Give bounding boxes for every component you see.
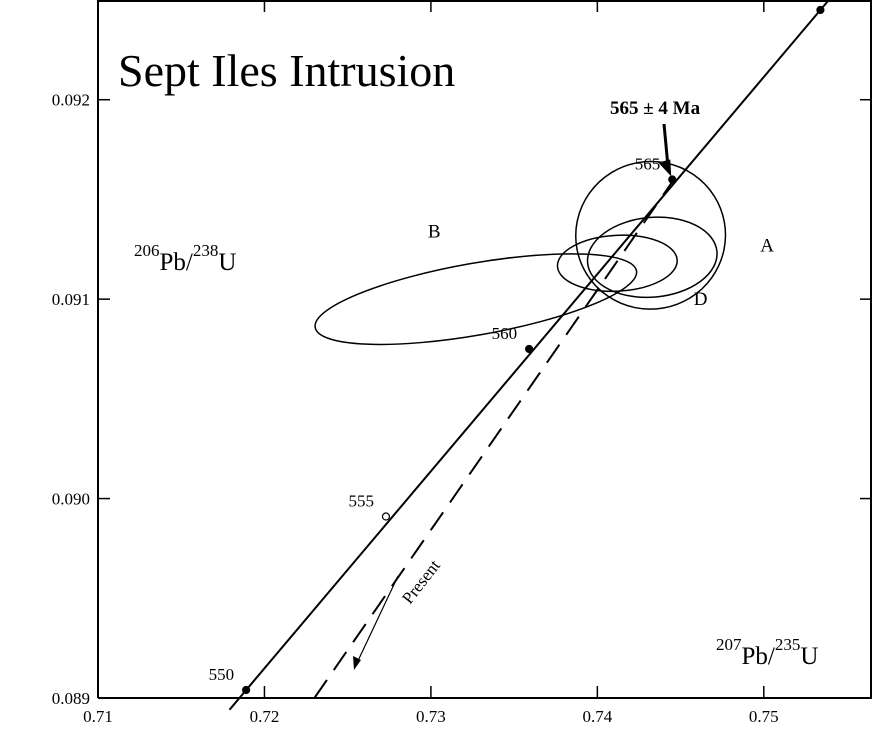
age-label: 560 (492, 324, 518, 343)
error-ellipse-a (574, 160, 727, 310)
present-arrow (355, 575, 399, 666)
y-axis-label-mass: 206 (134, 241, 160, 260)
ellipse-label: A (760, 235, 774, 256)
y-axis-label-element2: U (218, 249, 236, 276)
chart-title: Sept Iles Intrusion (118, 45, 455, 96)
x-tick-label: 0.74 (582, 707, 612, 726)
y-tick-label: 0.090 (52, 490, 90, 509)
x-tick-label: 0.75 (749, 707, 779, 726)
x-tick-label: 0.73 (416, 707, 446, 726)
x-axis-label-mass2: 235 (775, 635, 801, 654)
discordia-line (313, 178, 675, 699)
age-label: 550 (209, 665, 235, 684)
error-ellipse (586, 216, 718, 299)
age-annotation: 565 ± 4 Ma (610, 98, 701, 119)
x-axis-label-mass: 207 (716, 635, 742, 654)
present-arrowhead (353, 656, 361, 670)
age-arrowhead (658, 159, 672, 177)
concordia-point (668, 175, 677, 184)
concordia-point (816, 5, 825, 15)
x-tick-label: 0.72 (250, 707, 280, 726)
x-axis-label-element2: U (800, 643, 818, 670)
ellipse-label: D (694, 289, 708, 310)
y-axis-label: 206Pb/238U (134, 241, 236, 276)
concordia-curve (228, 0, 831, 711)
concordia-point (525, 344, 534, 354)
y-tick-label: 0.092 (52, 91, 90, 110)
y-axis-label-element: Pb/ (160, 249, 193, 276)
error-ellipse-b (314, 253, 638, 346)
y-tick-label: 0.089 (52, 689, 90, 708)
concordia-point (381, 512, 391, 521)
age-label: 555 (348, 492, 374, 511)
ellipse-label: B (428, 221, 441, 242)
age-label: 565 (635, 154, 661, 173)
y-tick-label: 0.091 (52, 290, 90, 309)
error-ellipse-d (556, 234, 678, 293)
concordia-point (242, 685, 251, 695)
x-axis-label: 207Pb/235U (716, 635, 818, 670)
x-axis-label-element: Pb/ (742, 643, 775, 670)
x-tick-label: 0.71 (83, 707, 113, 726)
y-axis-label-mass2: 238 (193, 241, 219, 260)
